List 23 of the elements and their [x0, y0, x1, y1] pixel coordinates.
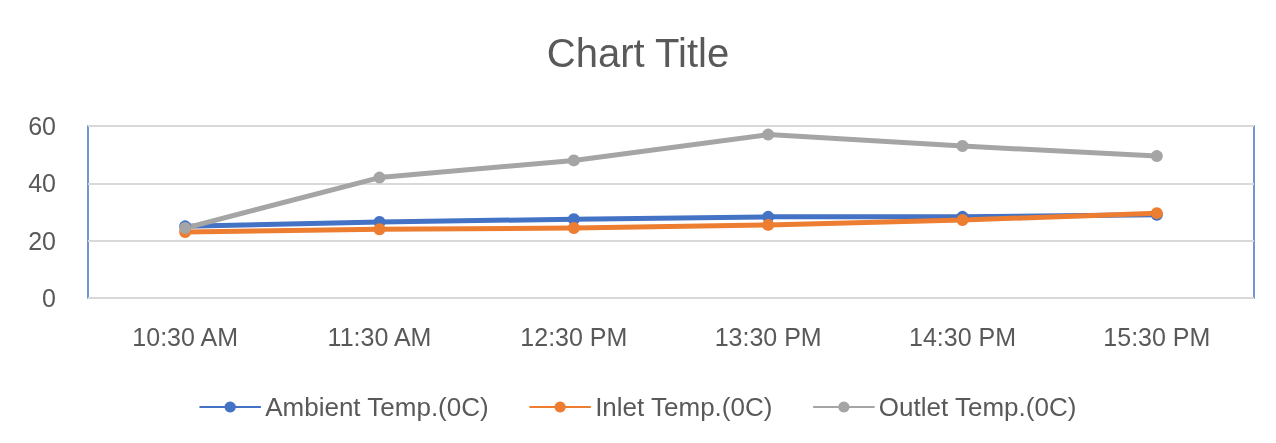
x-tick-label: 11:30 AM	[327, 322, 432, 351]
x-tick-label: 10:30 AM	[132, 322, 238, 351]
chart-title: Chart Title	[546, 31, 730, 75]
y-tick-label: 0	[42, 284, 56, 312]
y-tick-label: 20	[28, 226, 56, 255]
point	[373, 223, 386, 236]
x-tick-label: 14:30 PM	[908, 322, 1017, 351]
x-tick-label: 15:30 PM	[1103, 322, 1211, 351]
point	[762, 128, 775, 141]
x-tick-label: 12:30 PM	[520, 322, 628, 351]
legend-label: Inlet Temp.(0C)	[595, 392, 773, 422]
point	[373, 171, 386, 184]
y-tick-label: 60	[28, 112, 56, 140]
x-tick-label: 13:30 PM	[714, 322, 822, 351]
point	[956, 214, 969, 227]
y-tick-label: 40	[28, 169, 56, 198]
point	[567, 154, 580, 167]
point	[762, 218, 775, 231]
legend-label: Ambient Temp.(0C)	[265, 392, 489, 422]
legend-label: Outlet Temp.(0C)	[878, 392, 1077, 422]
point	[956, 140, 969, 153]
point	[1150, 150, 1163, 163]
point	[567, 222, 580, 235]
